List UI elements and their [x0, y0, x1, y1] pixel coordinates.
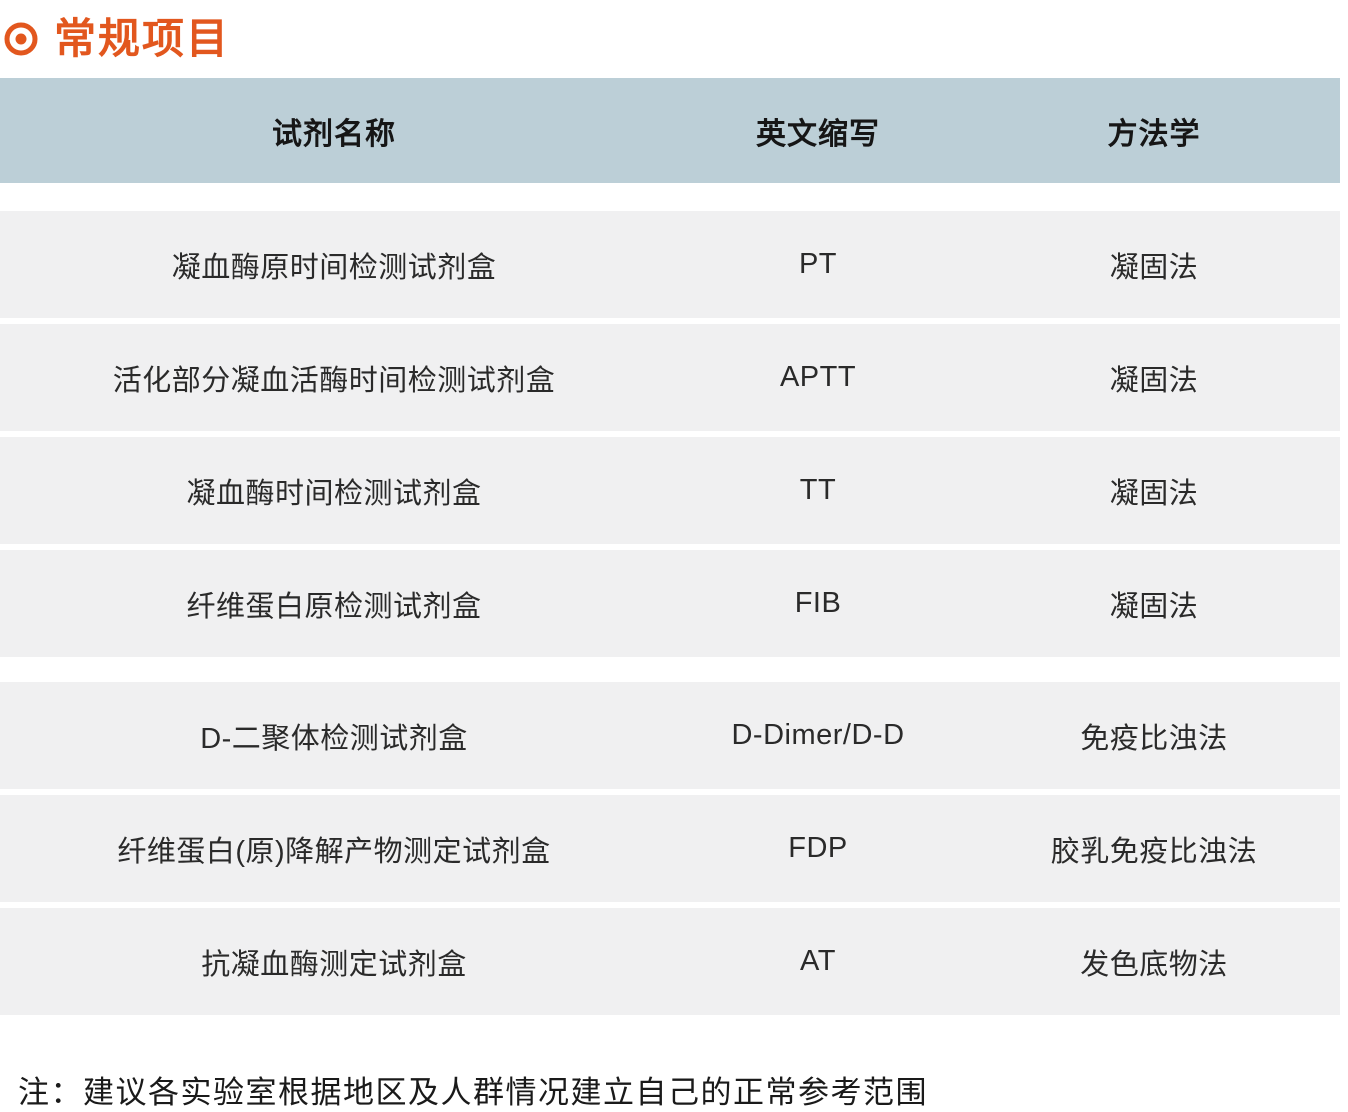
footnote: 注：建议各实验室根据地区及人群情况建立自己的正常参考范围: [18, 1075, 928, 1110]
cell-reagent-name: 凝血酶时间检测试剂盒: [186, 477, 482, 510]
cell-methodology: 凝固法: [1109, 590, 1199, 623]
cell-methodology: 凝固法: [1109, 251, 1199, 284]
table-row: 纤维蛋白原检测试剂盒 FIB 凝固法: [0, 550, 1340, 657]
table-row: 纤维蛋白(原)降解产物测定试剂盒 FDP 胶乳免疫比浊法: [0, 795, 1340, 902]
cell-reagent-name: 抗凝血酶测定试剂盒: [201, 948, 467, 981]
table-row: 活化部分凝血活酶时间检测试剂盒 APTT 凝固法: [0, 324, 1340, 431]
table-row: 凝血酶时间检测试剂盒 TT 凝固法: [0, 437, 1340, 544]
cell-methodology: 凝固法: [1109, 364, 1199, 397]
cell-abbreviation: TT: [799, 474, 837, 506]
page-title-bar: 常规项目: [0, 0, 1348, 78]
target-icon: [4, 22, 38, 56]
row-separator: [0, 902, 1340, 908]
cell-reagent-name: 纤维蛋白(原)降解产物测定试剂盒: [117, 835, 551, 868]
cell-methodology: 发色底物法: [1080, 948, 1228, 981]
cell-abbreviation: FIB: [794, 587, 842, 619]
table-header-row: 试剂名称 英文缩写 方法学: [0, 78, 1340, 183]
cell-reagent-name: 凝血酶原时间检测试剂盒: [171, 251, 497, 284]
cell-reagent-name: D-二聚体检测试剂盒: [200, 722, 468, 755]
page-title: 常规项目: [54, 15, 231, 62]
table-row: D-二聚体检测试剂盒 D-Dimer/D-D 免疫比浊法: [0, 682, 1340, 789]
column-header-name: 试剂名称: [272, 117, 396, 151]
table-row: 凝血酶原时间检测试剂盒 PT 凝固法: [0, 211, 1340, 318]
column-header-abbr: 英文缩写: [756, 117, 880, 151]
cell-methodology: 凝固法: [1109, 477, 1199, 510]
cell-abbreviation: FDP: [788, 832, 848, 864]
row-separator: [0, 431, 1340, 437]
cell-reagent-name: 纤维蛋白原检测试剂盒: [186, 590, 482, 623]
cell-methodology: 免疫比浊法: [1080, 722, 1228, 755]
cell-abbreviation: APTT: [779, 361, 857, 393]
table-row: 抗凝血酶测定试剂盒 AT 发色底物法: [0, 908, 1340, 1015]
cell-abbreviation: AT: [800, 945, 836, 977]
cell-methodology: 胶乳免疫比浊法: [1050, 835, 1258, 868]
header-body-gap: [0, 183, 1340, 211]
column-header-method: 方法学: [1107, 117, 1201, 151]
cell-abbreviation: D-Dimer/D-D: [731, 719, 905, 751]
reagent-table: 试剂名称 英文缩写 方法学 凝血酶原时间检测试剂盒 PT 凝固法 活化部分凝血活…: [0, 78, 1340, 1015]
row-separator: [0, 318, 1340, 324]
cell-abbreviation: PT: [798, 248, 838, 280]
row-separator: [0, 789, 1340, 795]
cell-reagent-name: 活化部分凝血活酶时间检测试剂盒: [112, 364, 556, 397]
row-separator: [0, 544, 1340, 550]
group-separator: [0, 657, 1340, 682]
